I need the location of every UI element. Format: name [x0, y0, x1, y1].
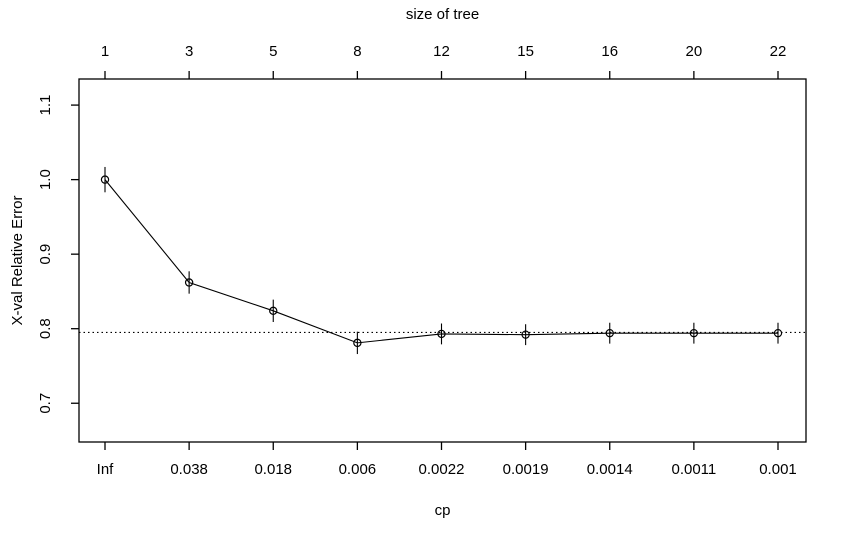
top-axis-tick-label: 8 [353, 43, 361, 60]
data-point-marker [353, 338, 362, 348]
xval-error-line [104, 179, 778, 344]
x-axis-tick-label: 0.018 [254, 461, 292, 478]
x-axis-tick-label: Inf [97, 461, 115, 478]
x-axis-title: cp [435, 502, 451, 519]
error-bars-layer [104, 166, 779, 355]
y-axis-tick-label: 0.7 [37, 393, 54, 414]
top-axis-ticks-layer: 1 3 5 8 12 15 16 20 22 [101, 43, 787, 79]
data-point-marker [605, 328, 614, 338]
data-point-marker [437, 329, 446, 339]
data-point-marker [521, 330, 530, 339]
data-point-markers-layer [100, 175, 783, 348]
data-point-marker [773, 328, 783, 338]
data-point-marker [689, 328, 699, 338]
x-axis-tick-label: 0.0014 [587, 461, 633, 478]
data-point-marker [269, 306, 278, 316]
series-line-layer [104, 179, 778, 344]
top-axis-tick-label: 12 [433, 43, 450, 60]
x-axis-tick-label: 0.0019 [503, 461, 549, 478]
top-axis-tick-label: 5 [269, 43, 277, 60]
top-axis-tick-label: 22 [770, 43, 787, 60]
plot-border [78, 78, 807, 443]
top-axis-tick-label: 16 [601, 43, 618, 60]
y-axis-tick-label: 0.9 [37, 244, 54, 265]
y-axis-title: X-val Relative Error [9, 195, 26, 325]
x-axis-tick-label: 0.006 [339, 461, 377, 478]
y-axis-tick-label: 1.1 [37, 95, 54, 116]
top-axis-tick-label: 20 [686, 43, 703, 60]
x-axis-tick-label: 0.001 [759, 461, 797, 478]
data-point-marker [100, 175, 110, 184]
top-axis-tick-label: 15 [517, 43, 534, 60]
bottom-axis-ticks-layer: Inf 0.038 0.018 0.006 0.0022 0.0019 0.0014 0.00… [97, 442, 797, 478]
data-point-marker [184, 278, 194, 287]
y-axis-ticks-layer: 1.1 1.0 0.9 0.8 0.7 [37, 95, 79, 414]
x-axis-tick-label: 0.0022 [419, 461, 465, 478]
x-axis-tick-label: 0.0011 [671, 461, 716, 478]
top-axis-tick-label: 1 [101, 43, 109, 60]
x-axis-tick-label: 0.038 [170, 461, 208, 478]
top-axis-tick-label: 3 [185, 43, 193, 60]
y-axis-tick-label: 0.8 [37, 318, 54, 339]
top-axis-title: size of tree [406, 6, 479, 23]
y-axis-tick-label: 1.0 [37, 169, 54, 190]
